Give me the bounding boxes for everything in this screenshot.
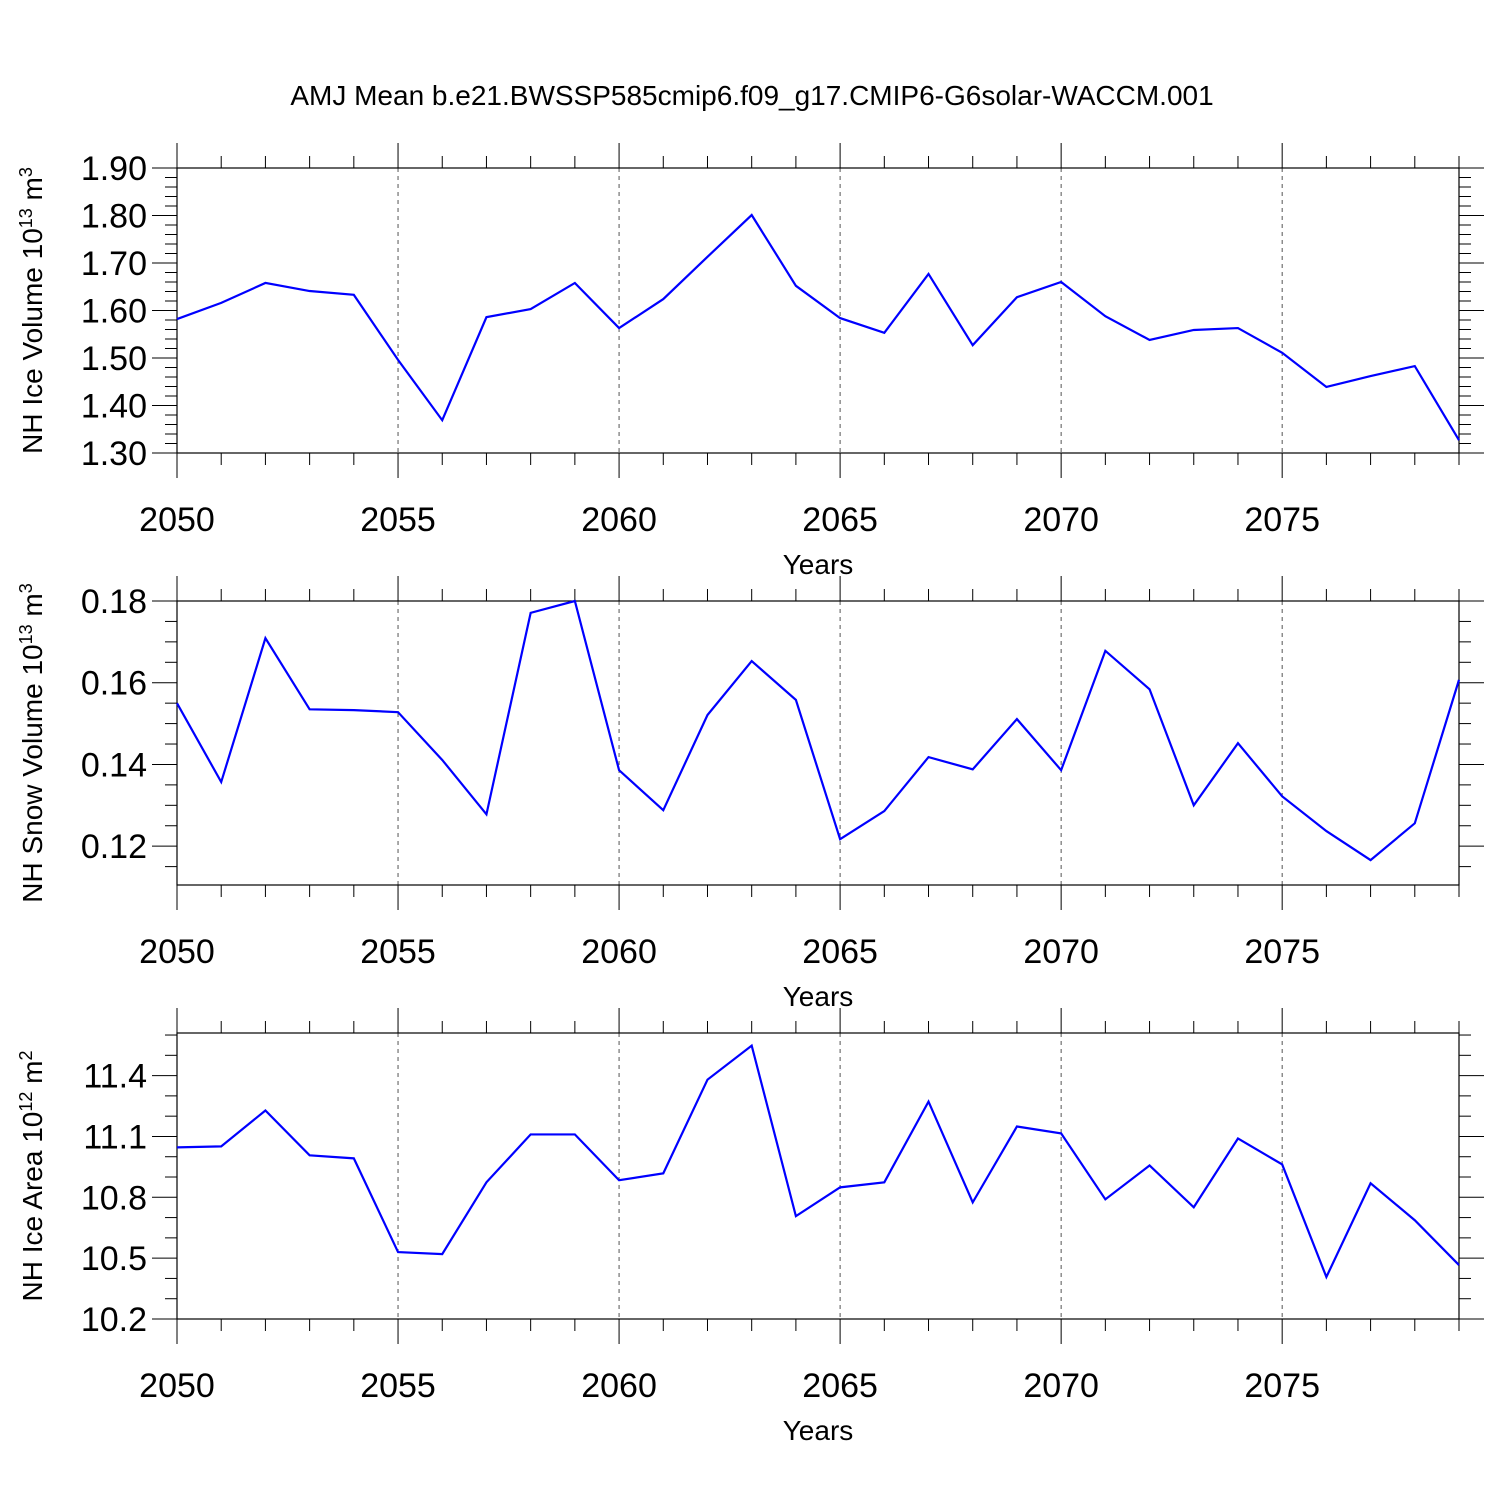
- x-tick-label: 2060: [581, 501, 657, 539]
- y-label-exponent: 3: [16, 583, 36, 593]
- y-tick-label: 10.5: [81, 1240, 147, 1278]
- x-tick-label: 2050: [139, 1367, 215, 1405]
- y-label-exponent: 2: [16, 1050, 36, 1060]
- x-tick-label: 2070: [1023, 1367, 1099, 1405]
- y-tick-label: 10.2: [81, 1301, 147, 1339]
- y-axis-label: NH Ice Area 1012 m2: [16, 1050, 48, 1301]
- x-tick-label: 2060: [581, 1367, 657, 1405]
- y-axis-label: NH Snow Volume 1013 m3: [16, 583, 48, 903]
- x-tick-label: 2050: [139, 933, 215, 971]
- y-label-text: m: [17, 177, 48, 208]
- series-line: [176, 213, 1460, 441]
- x-tick-label: 2055: [360, 933, 436, 971]
- y-axis-label: NH Ice Volume 1013 m3: [16, 167, 48, 454]
- x-tick-label: 2055: [360, 501, 436, 539]
- y-label-text: NH Ice Volume 10: [17, 228, 48, 454]
- x-tick-label: 2070: [1023, 501, 1099, 539]
- y-label-text: m: [17, 1061, 48, 1092]
- series-line: [176, 599, 1461, 862]
- plot-frame: [176, 1032, 1460, 1320]
- x-axis-label: Years: [783, 981, 854, 1012]
- x-tick-label: 2065: [802, 933, 878, 971]
- panel-3: 2050 2055 2060 2065 2070 2075 Years 10.2 10.5 10.…: [16, 1008, 1484, 1446]
- x-axis-label: Years: [783, 549, 854, 580]
- x-tick-label: 2075: [1244, 1367, 1320, 1405]
- x-tick-label: 2075: [1244, 501, 1320, 539]
- x-tick-label: 2060: [581, 933, 657, 971]
- x-tick-label: 2065: [802, 1367, 878, 1405]
- series-line: [176, 1043, 1460, 1280]
- x-tick-label: 2065: [802, 501, 878, 539]
- y-tick-label: 11.1: [83, 1118, 147, 1156]
- y-label-text: NH Snow Volume 10: [17, 644, 48, 902]
- y-label-exponent: 13: [16, 208, 36, 228]
- y-tick-label: 1.50: [81, 340, 147, 378]
- y-tick-label: 0.12: [81, 828, 147, 866]
- y-tick-label: 0.14: [81, 746, 147, 784]
- x-tick-label: 2050: [139, 501, 215, 539]
- y-tick-label: 1.40: [81, 388, 147, 426]
- panel-2: 2050 2055 2060 2065 2070 2075 Years 0.12 0.14 0.1…: [16, 576, 1484, 1012]
- y-tick-label: 0.18: [81, 583, 147, 621]
- y-tick-label: 1.70: [81, 245, 147, 283]
- y-tick-label: 1.30: [81, 435, 147, 473]
- y-label-text: NH Ice Area 10: [17, 1112, 48, 1302]
- x-axis-label: Years: [783, 1415, 854, 1446]
- y-label-exponent: 12: [16, 1092, 36, 1112]
- x-tick-label: 2070: [1023, 933, 1099, 971]
- plot-frame: [176, 600, 1460, 886]
- y-label-text: m: [17, 593, 48, 624]
- panel-1: 2050 2055 2060 2065 2070 2075 Years 1.30 1.40 1.5…: [16, 143, 1484, 580]
- y-tick-label: 1.80: [81, 198, 147, 236]
- y-tick-label: 11.4: [83, 1058, 147, 1096]
- y-tick-label: 1.90: [81, 150, 147, 188]
- chart-title: AMJ Mean b.e21.BWSSP585cmip6.f09_g17.CMI…: [290, 80, 1213, 111]
- y-label-exponent: 3: [16, 167, 36, 177]
- x-tick-label: 2075: [1244, 933, 1320, 971]
- y-tick-label: 0.16: [81, 665, 147, 703]
- y-tick-label: 1.60: [81, 293, 147, 331]
- y-label-exponent: 13: [16, 624, 36, 644]
- y-tick-label: 10.8: [81, 1179, 147, 1217]
- x-tick-label: 2055: [360, 1367, 436, 1405]
